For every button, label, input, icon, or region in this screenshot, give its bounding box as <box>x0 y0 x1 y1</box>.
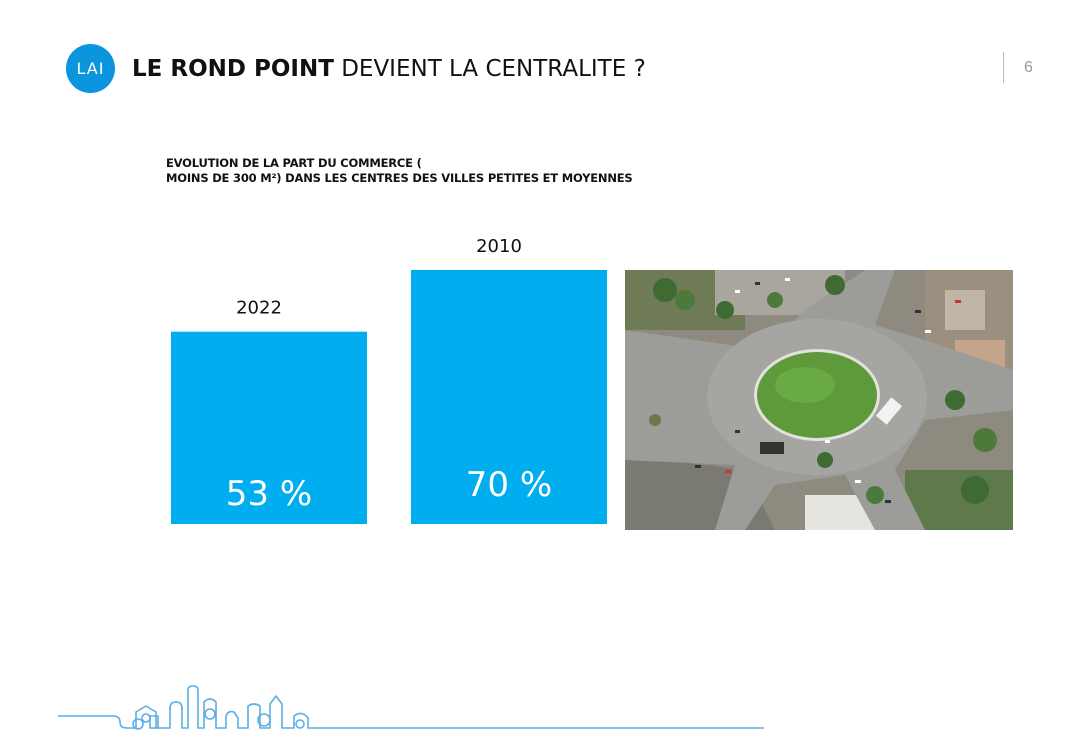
skyline-decoration <box>58 685 764 730</box>
bar-2010 <box>411 270 607 524</box>
page-title-bold: LE ROND POINT <box>132 56 334 82</box>
lai-logo: LAI <box>66 44 115 93</box>
value-label-2010: 70 % <box>466 465 552 505</box>
category-label-2022: 2022 <box>236 298 282 319</box>
page-title-rest: DEVIENT LA CENTRALITE ? <box>333 56 646 82</box>
logo-text: LAI <box>76 59 105 78</box>
page-number: 6 <box>1024 59 1033 76</box>
chart-title-line-2: MOINS DE 300 M²) DANS LES CENTRES DES VI… <box>166 171 633 185</box>
page-title: LE ROND POINT DEVIENT LA CENTRALITE ? <box>132 56 646 82</box>
category-label-2010: 2010 <box>476 236 522 257</box>
bar-chart: 2022 53 % 2010 70 % <box>171 236 607 524</box>
chart-title-line-1: EVOLUTION DE LA PART DU COMMERCE ( <box>166 156 422 170</box>
roundabout-aerial-photo <box>625 270 1013 530</box>
chart-title: EVOLUTION DE LA PART DU COMMERCE ( MOINS… <box>166 156 633 186</box>
value-label-2022: 53 % <box>226 474 312 514</box>
bar-2022 <box>171 331 367 524</box>
header-divider <box>1003 52 1004 83</box>
